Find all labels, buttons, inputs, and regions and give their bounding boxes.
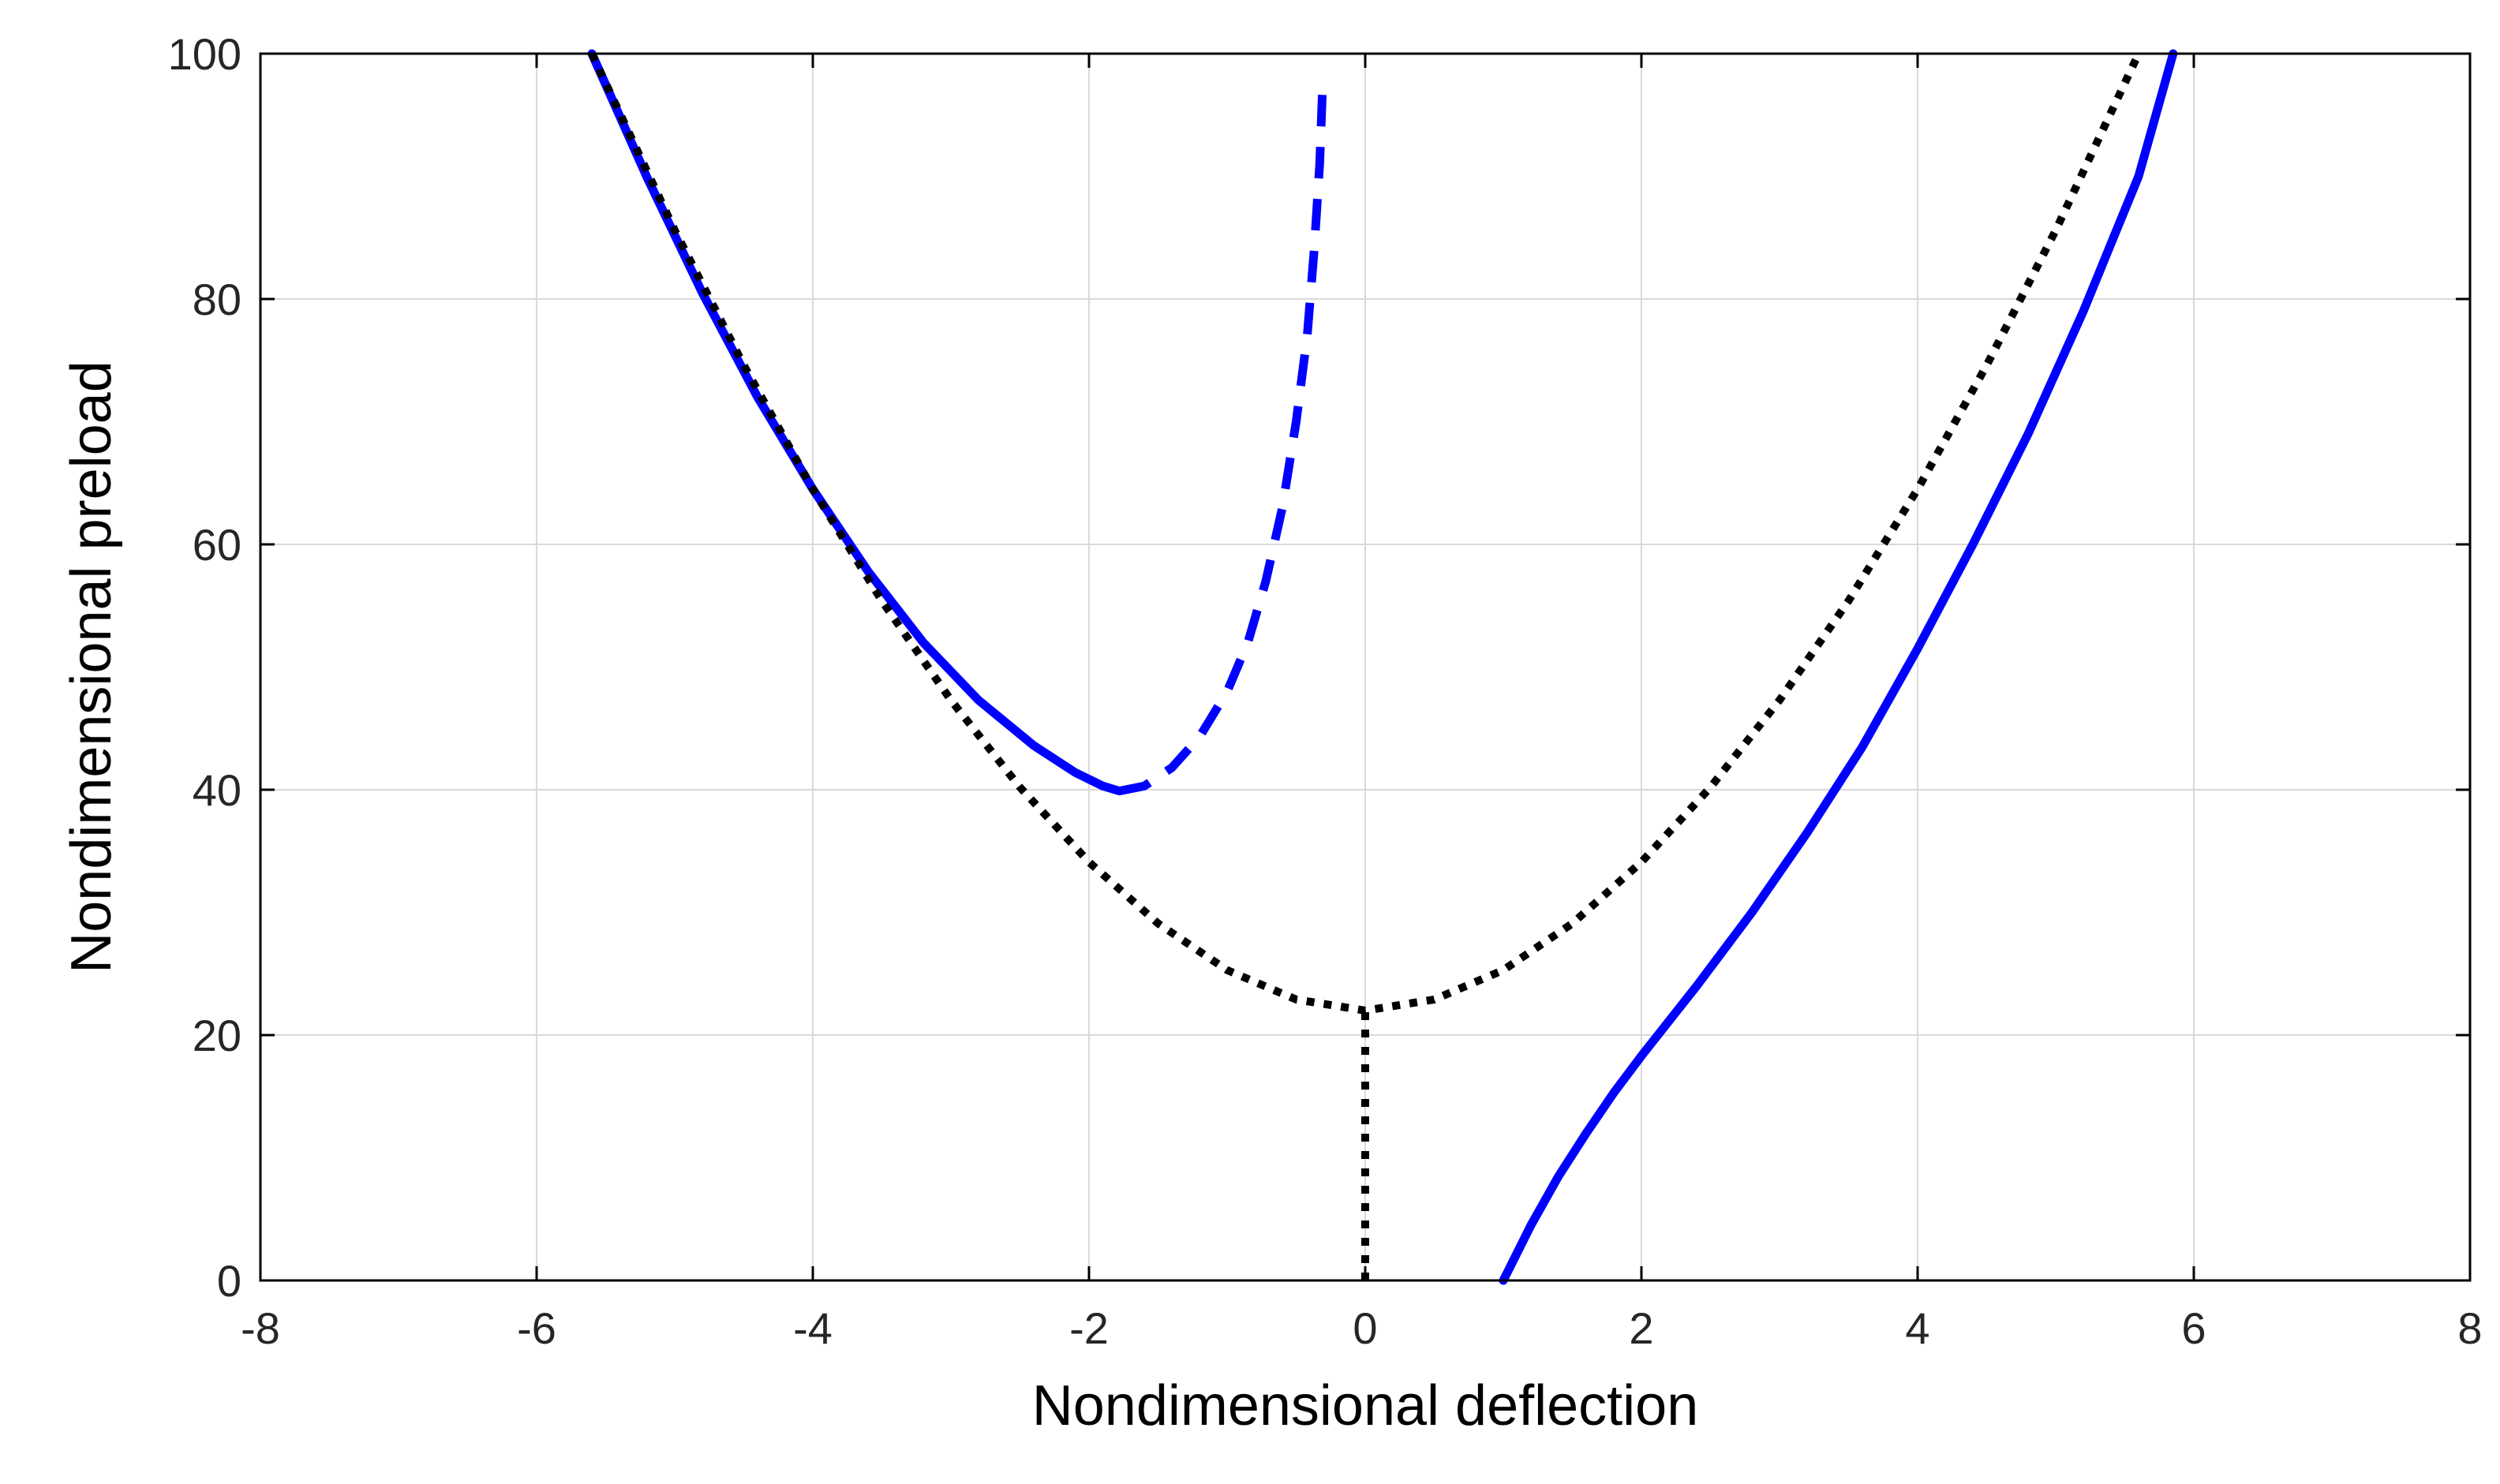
- x-axis-title: Nondimensional deflection: [1032, 1374, 1699, 1437]
- x-tick-label: 0: [1353, 1303, 1377, 1353]
- y-axis-title: Nondimensional preload: [60, 361, 123, 974]
- y-tick-label: 40: [193, 765, 241, 815]
- x-tick-label: 4: [1905, 1303, 1929, 1353]
- x-tick-label: 2: [1629, 1303, 1653, 1353]
- x-tick-label: -2: [1069, 1303, 1109, 1353]
- y-tick-label: 0: [217, 1256, 241, 1306]
- x-tick-label: -4: [793, 1303, 833, 1353]
- y-tick-label: 80: [193, 275, 241, 324]
- series-line-unstable-branch: [1118, 90, 1327, 795]
- series-line-reference-curve: [588, 51, 2143, 1015]
- x-tick-label: -8: [241, 1303, 280, 1353]
- y-tick-label: 60: [193, 520, 241, 570]
- x-tick-label: 6: [2181, 1303, 2206, 1353]
- series-layer: [587, 49, 2178, 1285]
- y-tick-label: 20: [193, 1011, 241, 1060]
- x-tick-label: 8: [2457, 1303, 2482, 1353]
- x-tick-label: -6: [517, 1303, 556, 1353]
- series-line-stable-left: [587, 49, 1124, 796]
- y-tick-label: 100: [168, 29, 241, 79]
- series-line-stable-right: [1499, 49, 2178, 1285]
